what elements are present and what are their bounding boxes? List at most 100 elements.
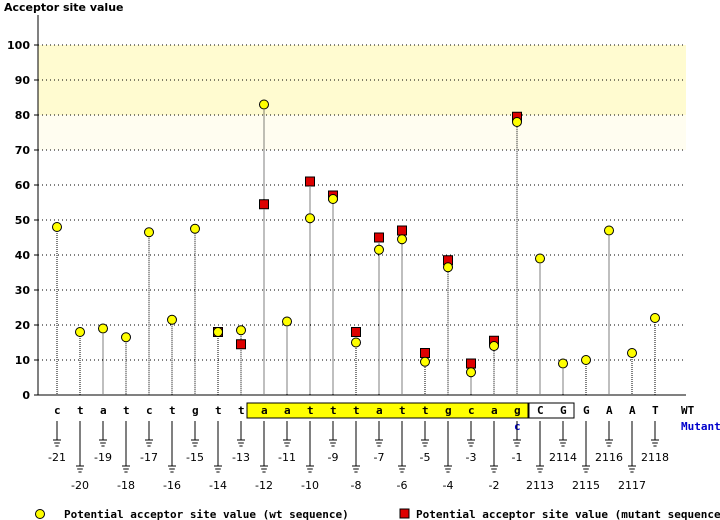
base-letter: c — [146, 404, 153, 417]
position-label: -16 — [163, 479, 181, 492]
position-label: -19 — [94, 451, 112, 464]
position-label: 2116 — [595, 451, 623, 464]
position-label: -1 — [512, 451, 523, 464]
y-tick-label: 10 — [15, 354, 31, 367]
base-letter: t — [353, 404, 360, 417]
base-letter: g — [445, 404, 452, 417]
base-letter: a — [284, 404, 291, 417]
base-letter: t — [169, 404, 176, 417]
position-label: 2115 — [572, 479, 600, 492]
axes — [34, 15, 686, 396]
sequence-boxes — [246, 402, 575, 419]
wt-point — [558, 358, 568, 369]
base-letter: a — [100, 404, 107, 417]
position-label: -12 — [255, 479, 273, 492]
position-label: 2117 — [618, 479, 646, 492]
wt-point — [328, 194, 338, 204]
y-tick-label: 100 — [7, 39, 30, 52]
mutant-point — [259, 199, 269, 210]
y-tick-label: 80 — [15, 109, 31, 122]
sequence-bases: ctatctgttaatttattgcagcCGGAAT — [54, 404, 659, 433]
mutant-point — [351, 327, 361, 337]
base-letter: T — [652, 404, 659, 417]
wt-row-label: WT — [681, 404, 695, 417]
wt-point — [52, 222, 62, 232]
mutant-point — [397, 225, 407, 236]
legend-mutant-label: Potential acceptor site value (mutant se… — [416, 508, 720, 520]
y-tick-label: 60 — [15, 179, 31, 192]
wt-point — [512, 117, 522, 127]
position-label: 2114 — [549, 451, 577, 464]
base-letter: a — [261, 404, 268, 417]
position-label: -14 — [209, 479, 227, 492]
wt-markers — [52, 99, 660, 378]
position-markers: -21 -20 -19 -18 -17 -16 -15 -14 -13 -12 -11 -10 -9 -8… — [48, 421, 669, 492]
position-label: -20 — [71, 479, 89, 492]
base-letter: c — [468, 404, 475, 417]
position-label: -18 — [117, 479, 135, 492]
position-label: 2118 — [641, 451, 669, 464]
wt-point — [604, 225, 614, 236]
wt-point — [489, 341, 499, 351]
wt-point — [351, 337, 361, 348]
wt-point — [581, 355, 591, 365]
y-tick-label: 50 — [15, 214, 31, 227]
wt-point — [98, 323, 108, 334]
wt-point — [627, 348, 637, 358]
highlight-bands — [38, 45, 686, 150]
stems — [56, 104, 656, 395]
wt-point — [236, 325, 246, 336]
position-label: -9 — [328, 451, 339, 464]
wt-point — [466, 367, 476, 378]
position-label: -13 — [232, 451, 250, 464]
intron-box — [246, 402, 529, 419]
position-label: -17 — [140, 451, 158, 464]
base-letter: A — [606, 404, 613, 417]
base-letter: G — [583, 404, 590, 417]
base-letter: g — [192, 404, 199, 417]
base-letter: a — [491, 404, 498, 417]
position-label: -3 — [466, 451, 477, 464]
mutant-point — [374, 232, 384, 243]
base-letter: t — [238, 404, 245, 417]
y-tick-label: 30 — [15, 284, 31, 297]
exon-box — [528, 402, 575, 419]
mutant-point — [466, 358, 476, 369]
wt-point — [190, 223, 200, 234]
position-label: -15 — [186, 451, 204, 464]
legend-mutant-symbol — [399, 508, 410, 519]
position-label: -7 — [374, 451, 385, 464]
base-letter: t — [399, 404, 406, 417]
legend: Potential acceptor site value (wt sequen… — [35, 508, 720, 520]
position-label: -8 — [351, 479, 362, 492]
base-letter: t — [123, 404, 130, 417]
base-letter: g — [514, 404, 521, 417]
position-label: -11 — [278, 451, 296, 464]
y-axis-label: Acceptor site value — [4, 1, 123, 14]
mutant-markers — [213, 111, 522, 369]
wt-point — [374, 244, 384, 255]
highlight-band-70-80 — [38, 115, 686, 150]
legend-wt-symbol — [35, 509, 45, 519]
position-label: -4 — [443, 479, 454, 492]
wt-point — [305, 213, 315, 224]
wt-point — [443, 262, 453, 273]
y-tick-labels: 0 10 20 30 40 50 60 70 80 90 100 — [7, 39, 30, 402]
base-letter: G — [560, 404, 567, 417]
wt-point — [397, 234, 407, 245]
base-letter: t — [307, 404, 314, 417]
y-tick-label: 70 — [15, 144, 31, 157]
y-tick-label: 0 — [22, 389, 30, 402]
wt-point — [121, 332, 131, 343]
wt-point — [259, 99, 269, 110]
base-letter: C — [537, 404, 544, 417]
base-letter: a — [376, 404, 383, 417]
base-letter: A — [629, 404, 636, 417]
position-label: -10 — [301, 479, 319, 492]
grid-lines — [38, 44, 686, 361]
mutant-row-label: Mutant — [681, 420, 720, 433]
position-label: 2113 — [526, 479, 554, 492]
base-letter: t — [422, 404, 429, 417]
wt-point — [144, 227, 154, 238]
